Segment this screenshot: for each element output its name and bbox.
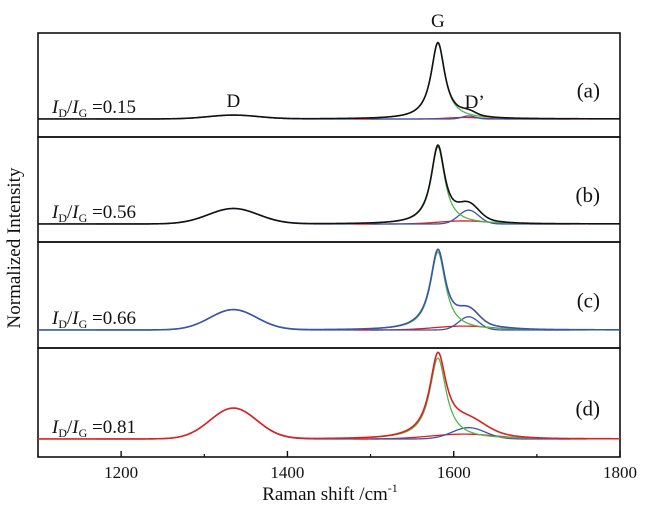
panel-label: (d) bbox=[576, 397, 601, 421]
fit-D-band bbox=[96, 207, 379, 225]
spectrum-line bbox=[38, 351, 620, 440]
peak-label-Dprime: D’ bbox=[465, 92, 485, 113]
panel-label: (a) bbox=[577, 78, 600, 102]
ratio-value: =0.56 bbox=[87, 202, 136, 223]
ratio-I-symbol: I bbox=[71, 202, 80, 223]
x-tick-label: 1600 bbox=[437, 463, 471, 482]
fit-G-band bbox=[370, 146, 537, 225]
panel-c: (c)ID/IG =0.66 bbox=[37, 241, 621, 349]
ratio-G-subscript: G bbox=[79, 106, 88, 120]
panel-a: (a)ID/IG =0.15 D D’ bbox=[37, 32, 621, 138]
peak-label-D: D bbox=[227, 91, 241, 112]
spectrum-line bbox=[38, 248, 620, 331]
intensity-ratio-label: ID/IG =0.81 bbox=[51, 417, 136, 440]
ratio-I-symbol: I bbox=[51, 417, 60, 438]
ratio-I-symbol: I bbox=[51, 97, 60, 118]
ratio-D-subscript: D bbox=[58, 426, 67, 440]
ratio-I-symbol: I bbox=[71, 308, 80, 329]
panels-group: (a)ID/IG =0.15 D D’G(b)ID/IG =0.56(c)ID/IG… bbox=[37, 11, 621, 458]
fit-Dprime-band bbox=[370, 427, 571, 440]
panel-label: (b) bbox=[576, 183, 601, 207]
panel-label: (c) bbox=[577, 289, 600, 313]
panel-frame bbox=[37, 136, 621, 243]
spectrum-line bbox=[38, 41, 620, 120]
fit-D-band bbox=[96, 309, 379, 331]
panel-frame bbox=[37, 347, 621, 458]
fit-G-band bbox=[370, 357, 537, 439]
x-ticks: 1200 1400 1600 1800 bbox=[37, 451, 637, 482]
spectrum-line bbox=[38, 143, 620, 225]
x-axis: 1200 1400 1600 1800 bbox=[37, 451, 637, 482]
ratio-slash: / bbox=[67, 97, 73, 118]
fit-G-band bbox=[370, 251, 537, 330]
ratio-D-subscript: D bbox=[58, 106, 67, 120]
x-axis-title-superscript: -1 bbox=[388, 481, 398, 495]
x-tick-label: 1200 bbox=[104, 463, 138, 482]
ratio-value: =0.66 bbox=[87, 308, 136, 329]
fit-Dprime-band bbox=[370, 316, 571, 331]
intensity-ratio-label: ID/IG =0.15 bbox=[51, 97, 136, 120]
ratio-value: =0.15 bbox=[87, 97, 136, 118]
x-axis-title-text: Raman shift /cm bbox=[262, 484, 388, 505]
ratio-G-subscript: G bbox=[79, 426, 88, 440]
ratio-slash: / bbox=[67, 308, 73, 329]
ratio-slash: / bbox=[67, 202, 73, 223]
panel-frame bbox=[37, 32, 621, 138]
ratio-slash: / bbox=[67, 417, 73, 438]
ratio-I-symbol: I bbox=[51, 202, 60, 223]
ratio-D-subscript: D bbox=[58, 317, 67, 331]
intensity-ratio-label: ID/IG =0.66 bbox=[51, 308, 136, 331]
ratio-G-subscript: G bbox=[79, 211, 88, 225]
x-axis-title: Raman shift /cm-1 bbox=[262, 481, 398, 505]
fit-Dprime-band bbox=[370, 209, 571, 225]
peak-label-G: G bbox=[431, 11, 445, 32]
fit-D-band bbox=[96, 407, 379, 440]
x-tick-label: 1800 bbox=[603, 463, 637, 482]
ratio-I-symbol: I bbox=[71, 97, 80, 118]
ratio-I-symbol: I bbox=[71, 417, 80, 438]
intensity-ratio-label: ID/IG =0.56 bbox=[51, 202, 136, 225]
panel-frame bbox=[37, 241, 621, 349]
x-tick-label: 1400 bbox=[270, 463, 304, 482]
panel-b: (b)ID/IG =0.56 bbox=[37, 136, 621, 243]
ratio-value: =0.81 bbox=[87, 417, 136, 438]
y-axis-title: Normalized Intensity bbox=[4, 167, 25, 328]
ratio-D-subscript: D bbox=[58, 211, 67, 225]
fit-G-band bbox=[370, 42, 537, 120]
ratio-I-symbol: I bbox=[51, 308, 60, 329]
ratio-G-subscript: G bbox=[79, 317, 88, 331]
panel-d: (d)ID/IG =0.81 bbox=[37, 347, 621, 458]
